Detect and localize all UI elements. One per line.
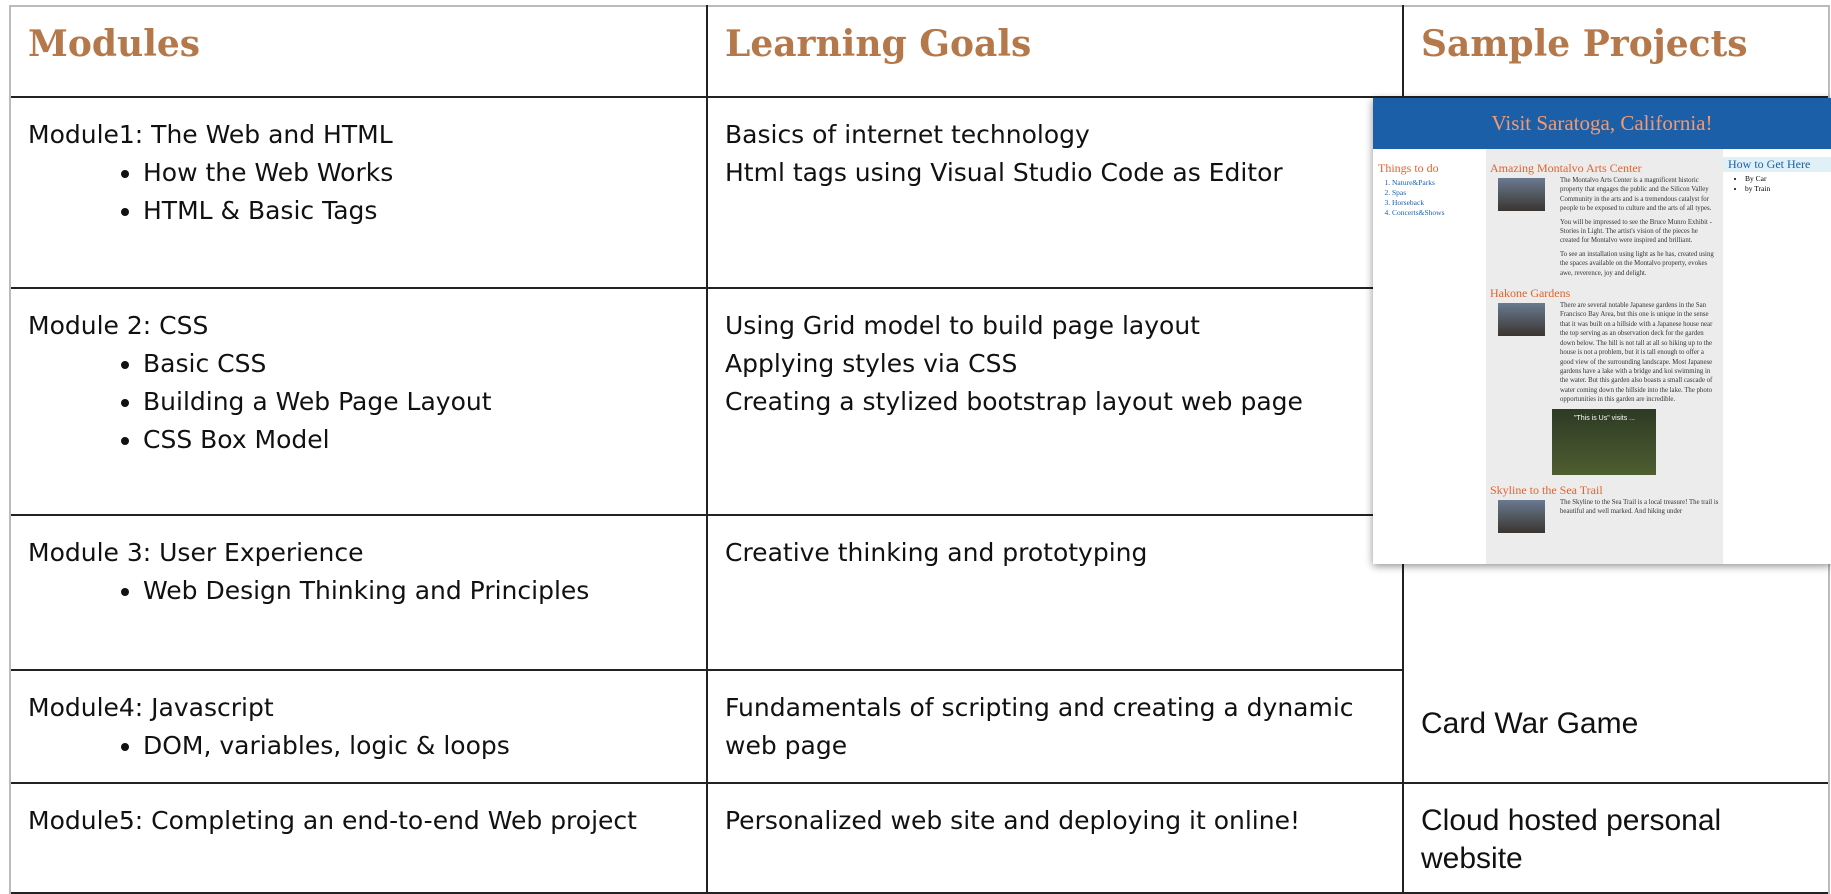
aside-item: by Train [1745,184,1831,194]
site-content: Amazing Montalvo Arts Center The Montalvo… [1486,149,1723,564]
aside-heading: How to Get Here [1723,157,1831,172]
topic: How the Web Works [143,154,695,192]
sidebar-link: Nature&Parks [1392,178,1481,188]
section-photo [1498,499,1545,533]
aside-item: By Car [1745,174,1831,184]
module-cell: Module5: Completing an end-to-end Web pr… [28,802,695,840]
border-line [706,5,708,894]
site-sidebar: Things to do Nature&ParksSpasHorsebackCon… [1373,149,1486,564]
topic: Basic CSS [143,345,695,383]
section-photo [1498,178,1545,211]
sidebar-heading: Things to do [1378,161,1439,175]
topic: Building a Web Page Layout [143,383,695,421]
topic: Web Design Thinking and Principles [143,572,695,610]
sidebar-link: Horseback [1392,198,1481,208]
module-cell: Module 3: User Experience Web Design Thin… [28,534,695,610]
section-text: The Skyline to the Sea Trail is a local … [1560,498,1719,515]
goal: Fundamentals of scripting and creating a… [725,693,1354,760]
project: Cloud hosted personal website [1421,804,1722,875]
module-title: Module 2: CSS [28,311,209,340]
module-title: Module1: The Web and HTML [28,120,393,149]
sidebar-link: Spas [1392,188,1481,198]
column-header: Learning Goals [725,23,1032,65]
module-cell: Module 2: CSS Basic CSSBuilding a Web Pag… [28,307,695,459]
sidebar-list: Nature&ParksSpasHorsebackConcerts&Shows [1378,178,1481,218]
module-title: Module5: Completing an end-to-end Web pr… [28,806,637,835]
goals-cell: Using Grid model to build page layout App… [725,307,1391,421]
goal: Basics of internet technology [725,120,1090,149]
site-aside: How to Get Here By Carby Train [1723,149,1831,564]
goal: Using Grid model to build page layout [725,311,1200,340]
module-title: Module4: Javascript [28,693,274,722]
sample-screenshot: Visit Saratoga, California! Things to do N… [1373,98,1831,564]
column-header: Sample Projects [1421,23,1748,65]
topic: DOM, variables, logic & loops [143,727,695,765]
goal: Applying styles via CSS [725,349,1018,378]
border-line [9,5,1830,7]
module-title: Module 3: User Experience [28,538,364,567]
goals-cell: Personalized web site and deploying it o… [725,802,1391,840]
topic: CSS Box Model [143,421,695,459]
module-cell: Module1: The Web and HTML How the Web Wor… [28,116,695,230]
section-heading: Amazing Montalvo Arts Center [1490,161,1642,175]
section-text: You will be impressed to see the Bruce M… [1560,218,1712,245]
section-text: There are several notable Japanese garde… [1560,302,1713,404]
section-heading: Skyline to the Sea Trail [1490,482,1603,497]
section-heading: Hakone Gardens [1490,286,1571,301]
border-line [9,782,1830,784]
border-line [9,669,1402,671]
video-embed: "This is Us" visits ... [1552,408,1656,475]
topic-list: Web Design Thinking and Principles [28,572,695,610]
border-line [9,514,1402,516]
goals-cell: Fundamentals of scripting and creating a… [725,689,1391,765]
column-header: Modules [28,23,201,65]
border-line [9,287,1402,289]
goal: Html tags using Visual Studio Code as Ed… [725,158,1283,187]
goals-cell: Creative thinking and prototyping [725,534,1391,572]
sidebar-link: Concerts&Shows [1392,208,1481,218]
module-cell: Module4: Javascript DOM, variables, logic… [28,689,695,765]
goals-cell: Basics of internet technology Html tags u… [725,116,1391,192]
section-photo [1498,303,1545,337]
border-line [9,892,1830,894]
goal: Creating a stylized bootstrap layout web… [725,387,1303,416]
border-line [9,5,11,894]
project: Card War Game [1421,707,1639,740]
topic-list: DOM, variables, logic & loops [28,727,695,765]
section-text: The Montalvo Arts Center is a magnificen… [1560,177,1712,213]
border-line [9,96,1830,98]
topic-list: How the Web WorksHTML & Basic Tags [28,154,695,230]
aside-list: By Carby Train [1723,174,1831,194]
site-title: Visit Saratoga, California! [1373,98,1831,149]
section-text: To see an installation using light as he… [1560,250,1714,277]
goal: Personalized web site and deploying it o… [725,806,1300,835]
goal: Creative thinking and prototyping [725,538,1148,567]
topic-list: Basic CSSBuilding a Web Page LayoutCSS B… [28,345,695,459]
topic: HTML & Basic Tags [143,192,695,230]
